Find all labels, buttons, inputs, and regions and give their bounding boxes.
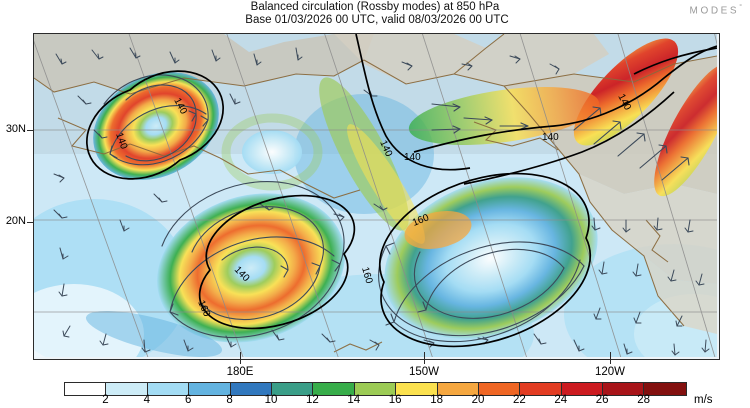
colorbar-segment <box>65 383 107 395</box>
colorbar-tick-label: 26 <box>595 394 609 406</box>
colorbar-tick-label: 24 <box>554 394 568 406</box>
modes-logo: MODES° <box>690 4 742 16</box>
title-line-1: Balanced circulation (Rossby modes) at 8… <box>250 1 500 13</box>
modes-logo-mark: ° <box>739 4 742 11</box>
landmass-siberia <box>34 34 374 94</box>
x-axis-label-120w: 120W <box>594 366 626 378</box>
colorbar-segment <box>106 383 148 395</box>
colorbar-segment <box>189 383 231 395</box>
colorbar-tick-label: 6 <box>184 394 192 406</box>
modes-logo-text: MODES <box>689 5 740 17</box>
colorbar-tick-label: 12 <box>305 394 319 406</box>
svg-text:140: 140 <box>404 152 421 163</box>
colorbar-tick-label: 8 <box>226 394 233 406</box>
x-tick-120w <box>610 352 612 364</box>
colorbar-tick-label: 4 <box>143 394 150 406</box>
colorbar-tick-label: 2 <box>102 394 109 406</box>
colorbar-segment <box>644 383 686 395</box>
y-axis-label-30n: 30N <box>5 123 26 135</box>
colorbar-segment <box>437 383 479 395</box>
colorbar-tick-label: 10 <box>264 394 278 406</box>
colorbar-segment <box>354 383 397 395</box>
x-tick-180e <box>240 352 242 364</box>
colorbar-tick-label: 18 <box>430 394 443 406</box>
y-axis-label-20n: 20N <box>5 215 26 227</box>
colorbar-segment <box>313 383 355 395</box>
coastlines <box>34 34 717 353</box>
graticule <box>34 34 717 357</box>
colorbar-tick-label: 22 <box>512 394 526 406</box>
map-canvas: 140 140 140 160 160 160 140 140 140 140 <box>34 34 719 359</box>
colorbar-tick-label: 20 <box>471 394 485 406</box>
map-plot-area: 140 140 140 160 160 160 140 140 140 140 <box>33 33 720 360</box>
colorbar-segment <box>271 383 314 395</box>
svg-text:160: 160 <box>359 266 374 285</box>
colorbar-tick-labels: 2 4 6 8 10 12 14 16 18 20 22 24 26 28 <box>0 394 750 408</box>
colorbar-tick-label: 28 <box>637 394 650 406</box>
colorbar-segment <box>147 383 190 395</box>
colorbar-tick-label: 16 <box>388 394 402 406</box>
map-field-svg: 140 140 140 160 160 160 140 140 140 140 <box>34 34 717 357</box>
title-line-2: Base 01/03/2026 00 UTC, valid 08/03/2026… <box>245 14 509 26</box>
colorbar-segment <box>396 383 438 395</box>
y-tick-20n <box>27 222 34 224</box>
contour-lines <box>86 34 717 348</box>
landmass-mexico <box>644 256 717 334</box>
colorbar-segment <box>230 383 272 395</box>
colorbar-segment <box>520 383 562 395</box>
y-tick-30n <box>27 130 34 132</box>
colorbar-segment <box>603 383 645 395</box>
colorbar-segment <box>561 383 604 395</box>
svg-text:140: 140 <box>542 132 559 143</box>
chart-title: Balanced circulation (Rossby modes) at 8… <box>0 1 750 27</box>
colorbar <box>64 382 687 396</box>
colorbar-tick-label: 14 <box>347 394 361 406</box>
colorbar-unit-label: m/s <box>694 394 713 406</box>
x-axis-label-180e: 180E <box>226 366 254 378</box>
x-tick-150w <box>424 352 426 364</box>
x-axis-label-150w: 150W <box>408 366 440 378</box>
wind-vectors <box>53 47 710 356</box>
colorbar-segment <box>478 383 521 395</box>
landmass-usa-west <box>579 174 717 284</box>
